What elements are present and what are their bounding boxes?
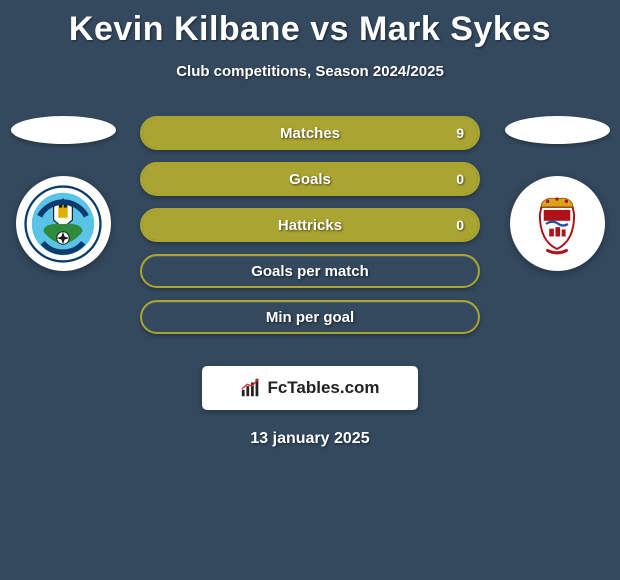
stat-label: Min per goal	[266, 309, 354, 326]
page-title: Kevin Kilbane vs Mark Sykes	[0, 0, 620, 49]
stat-label: Hattricks	[278, 217, 342, 234]
brand-box: FcTables.com	[202, 366, 418, 410]
stat-label: Goals per match	[251, 263, 369, 280]
stat-value-right: 0	[456, 171, 464, 187]
player-left-column	[8, 116, 118, 271]
stat-row: Matches 9	[140, 116, 480, 150]
player-right-crest	[510, 176, 605, 271]
coventry-crest-icon	[24, 185, 102, 263]
date-label: 13 january 2025	[0, 430, 620, 448]
comparison-area: Matches 9 Goals 0 Hattricks 0 Goals per match M…	[0, 116, 620, 346]
stat-label: Matches	[280, 125, 340, 142]
player-left-oval	[11, 116, 116, 144]
chart-icon	[240, 377, 262, 399]
stat-row: Min per goal	[140, 300, 480, 334]
stat-label: Goals	[289, 171, 331, 188]
player-right-column	[502, 116, 612, 271]
player-right-oval	[505, 116, 610, 144]
stat-row: Goals per match	[140, 254, 480, 288]
stat-row: Goals 0	[140, 162, 480, 196]
stat-value-right: 0	[456, 217, 464, 233]
stat-row: Hattricks 0	[140, 208, 480, 242]
bristol-city-crest-icon	[518, 185, 596, 263]
stat-value-right: 9	[456, 125, 464, 141]
brand-text: FcTables.com	[267, 378, 379, 398]
stat-bars: Matches 9 Goals 0 Hattricks 0 Goals per match M…	[140, 116, 480, 334]
player-left-crest	[16, 176, 111, 271]
subtitle: Club competitions, Season 2024/2025	[0, 63, 620, 80]
